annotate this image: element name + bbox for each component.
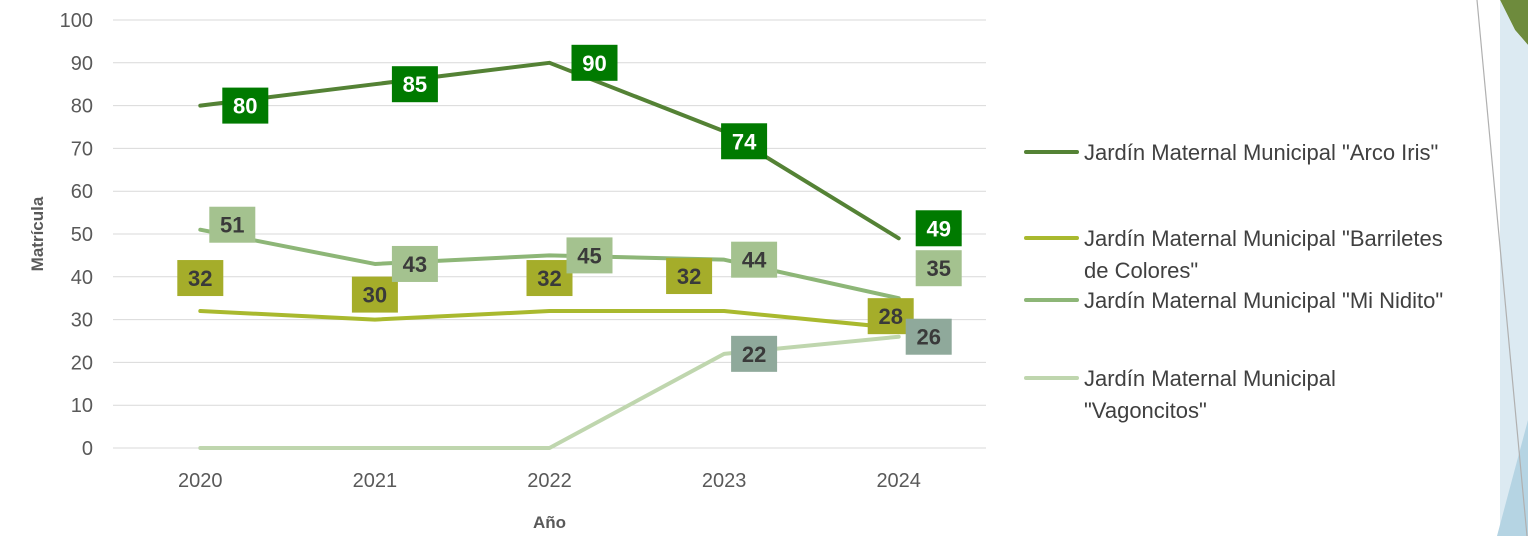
- data-label-s2-p5: 28: [878, 304, 902, 329]
- data-label-s2-p3: 32: [537, 266, 561, 291]
- y-tick-label: 90: [71, 53, 93, 75]
- data-label-box-s4-p5: [905, 318, 952, 355]
- series-line-4: [198, 334, 901, 450]
- data-label-s1-p1: 80: [233, 94, 257, 119]
- data-label-s3-p2: 43: [403, 252, 427, 277]
- data-label-box-s1-p3: [571, 44, 618, 81]
- data-label-box-s2-p2: [351, 276, 398, 313]
- y-tick-label: 100: [60, 10, 93, 32]
- legend-label-3: Jardín Maternal Municipal "Mi Nidito": [1084, 288, 1443, 313]
- legend-label-4: "Vagoncitos": [1084, 398, 1207, 423]
- data-label-s4-p5: 26: [916, 325, 940, 350]
- data-label-box-s1-p1: [222, 87, 269, 124]
- y-tick-label: 0: [82, 438, 93, 460]
- decor-triangle-shape: [1497, 420, 1528, 536]
- y-tick-label: 30: [71, 310, 93, 332]
- data-label-s2-p1: 32: [188, 266, 212, 291]
- data-label-box-s2-p4: [666, 258, 713, 295]
- y-tick-label: 40: [71, 267, 93, 289]
- decor-background-strip: [1500, 0, 1528, 536]
- data-label-s1-p2: 85: [403, 72, 427, 97]
- decor-diagonal-line: [1476, 0, 1528, 537]
- data-label-s1-p4: 74: [732, 129, 757, 154]
- data-label-box-s3-p1: [209, 206, 256, 243]
- y-tick-label: 80: [71, 96, 93, 118]
- data-label-box-s4-p4: [731, 335, 778, 372]
- y-tick-label: 50: [71, 224, 93, 246]
- legend-label-1: Jardín Maternal Municipal "Arco Iris": [1084, 140, 1438, 165]
- data-label-s3-p4: 44: [742, 248, 767, 273]
- series-line-3: [198, 227, 901, 301]
- data-label-box-s3-p3: [566, 237, 613, 274]
- data-label-box-s2-p1: [177, 260, 224, 297]
- data-label-s1-p3: 90: [582, 51, 606, 76]
- data-label-box-s3-p2: [391, 245, 438, 282]
- series-line-1: [198, 60, 901, 241]
- legend-label-2: de Colores": [1084, 258, 1198, 283]
- legend-label-4: Jardín Maternal Municipal: [1084, 366, 1336, 391]
- y-tick-label: 70: [71, 138, 93, 160]
- data-label-s3-p3: 45: [577, 243, 601, 268]
- decor-corner-shape: [1500, 0, 1528, 45]
- data-label-box-s3-p4: [731, 241, 778, 278]
- data-label-box-s1-p5: [915, 210, 962, 247]
- y-tick-label: 20: [71, 352, 93, 374]
- x-tick-label: 2023: [702, 470, 747, 492]
- data-label-s3-p5: 35: [926, 256, 950, 281]
- data-label-box-s1-p4: [721, 123, 768, 160]
- y-axis-title: Matrícula: [28, 196, 47, 271]
- x-tick-label: 2024: [876, 470, 921, 492]
- x-axis-title: Año: [533, 513, 566, 532]
- data-label-s4-p4: 22: [742, 342, 766, 367]
- series-line-2: [198, 309, 901, 331]
- x-tick-label: 2021: [353, 470, 398, 492]
- legend-label-2: Jardín Maternal Municipal "Barriletes: [1084, 226, 1443, 251]
- data-label-s2-p2: 30: [363, 283, 387, 308]
- x-tick-label: 2022: [527, 470, 572, 492]
- data-label-s1-p5: 49: [926, 216, 950, 241]
- y-tick-label: 60: [71, 181, 93, 203]
- data-label-s2-p4: 32: [677, 264, 701, 289]
- data-label-box-s2-p3: [526, 260, 573, 297]
- y-tick-label: 10: [71, 395, 93, 417]
- x-tick-label: 2020: [178, 470, 223, 492]
- data-label-s3-p1: 51: [220, 213, 244, 238]
- data-label-box-s3-p5: [915, 250, 962, 287]
- data-label-box-s1-p2: [391, 66, 438, 103]
